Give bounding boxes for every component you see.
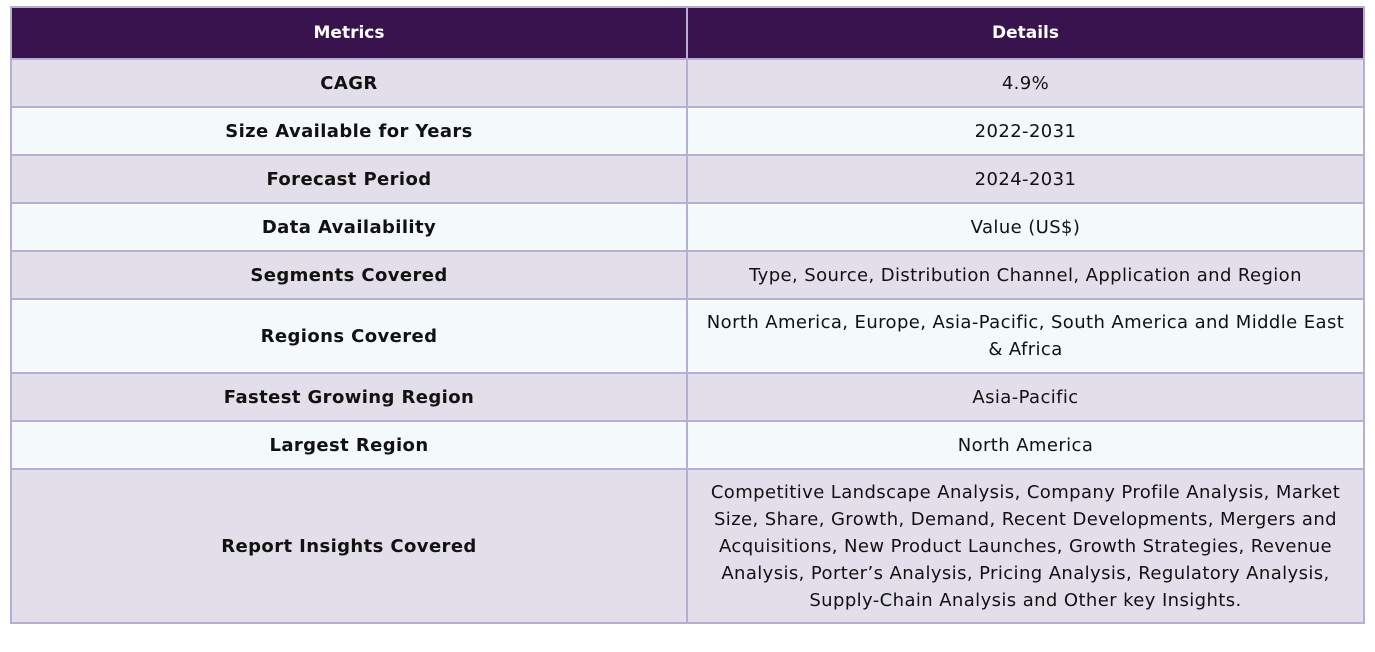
detail-cell: North America xyxy=(686,420,1365,470)
metric-cell: Size Available for Years xyxy=(10,106,688,156)
report-metrics-table-container: Metrics Details CAGR 4.9% Size Available… xyxy=(10,6,1365,624)
detail-cell: Asia-Pacific xyxy=(686,372,1365,422)
metric-cell: Data Availability xyxy=(10,202,688,252)
column-header-details: Details xyxy=(686,6,1365,60)
detail-cell: Value (US$) xyxy=(686,202,1365,252)
report-metrics-table: Metrics Details CAGR 4.9% Size Available… xyxy=(10,6,1365,624)
table-header-row: Metrics Details xyxy=(10,6,1365,60)
detail-cell: North America, Europe, Asia-Pacific, Sou… xyxy=(686,298,1365,374)
metric-cell: Forecast Period xyxy=(10,154,688,204)
metric-cell: Report Insights Covered xyxy=(10,468,688,624)
metric-cell: Regions Covered xyxy=(10,298,688,374)
table-row: Largest Region North America xyxy=(10,420,1365,470)
metric-cell: Fastest Growing Region xyxy=(10,372,688,422)
detail-cell: 2022-2031 xyxy=(686,106,1365,156)
table-row: Size Available for Years 2022-2031 xyxy=(10,106,1365,156)
table-row: Fastest Growing Region Asia-Pacific xyxy=(10,372,1365,422)
metric-cell: Largest Region xyxy=(10,420,688,470)
table-row: Data Availability Value (US$) xyxy=(10,202,1365,252)
metric-cell: CAGR xyxy=(10,58,688,108)
table-row: Regions Covered North America, Europe, A… xyxy=(10,298,1365,374)
table-row: CAGR 4.9% xyxy=(10,58,1365,108)
detail-cell: 2024-2031 xyxy=(686,154,1365,204)
metric-cell: Segments Covered xyxy=(10,250,688,300)
table-row: Segments Covered Type, Source, Distribut… xyxy=(10,250,1365,300)
table-row: Report Insights Covered Competitive Land… xyxy=(10,468,1365,624)
table-row: Forecast Period 2024-2031 xyxy=(10,154,1365,204)
detail-cell: Competitive Landscape Analysis, Company … xyxy=(686,468,1365,624)
column-header-metrics: Metrics xyxy=(10,6,688,60)
detail-cell: 4.9% xyxy=(686,58,1365,108)
detail-cell: Type, Source, Distribution Channel, Appl… xyxy=(686,250,1365,300)
